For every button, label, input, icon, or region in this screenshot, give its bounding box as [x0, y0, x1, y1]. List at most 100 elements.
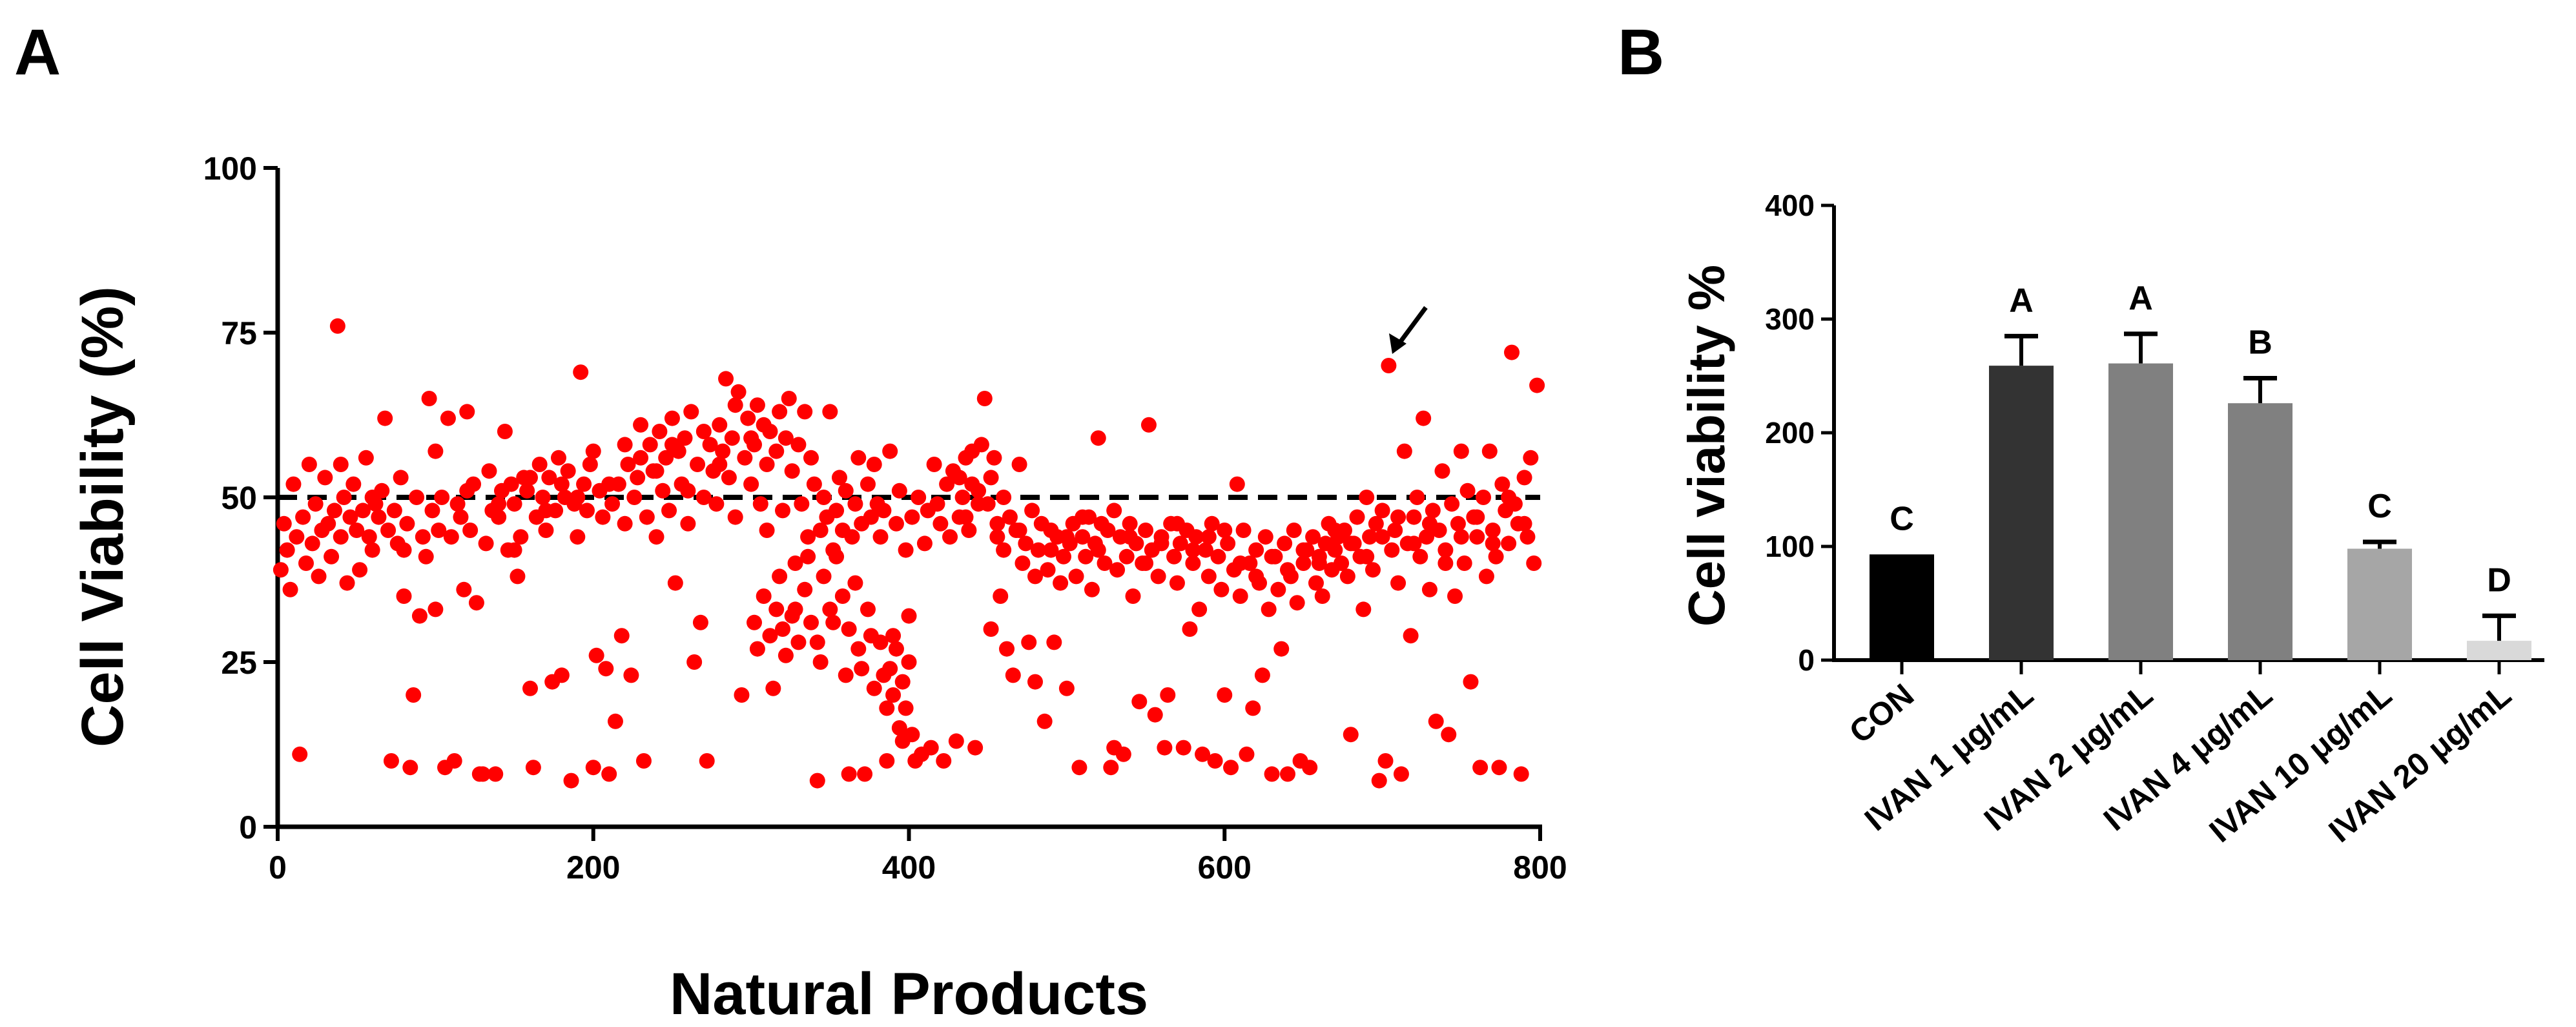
scatter-point	[535, 490, 551, 505]
scatter-point	[393, 470, 409, 486]
scatter-point	[1453, 529, 1469, 545]
scatter-point	[1359, 490, 1375, 505]
scatter-point	[1103, 760, 1119, 776]
scatter-point	[702, 437, 718, 453]
scatter-point	[1425, 503, 1441, 519]
scatter-point	[538, 523, 554, 538]
scatter-point	[364, 490, 380, 505]
scatter-point	[456, 581, 472, 597]
scatter-point	[588, 647, 604, 663]
scatter-point	[585, 443, 601, 459]
scatter-point	[421, 391, 437, 406]
scatter-point	[595, 509, 611, 525]
scatter-point	[775, 621, 790, 637]
scatter-point	[1526, 555, 1542, 571]
scatter-point	[715, 443, 731, 459]
scatter-point	[1188, 529, 1204, 545]
scatter-point	[601, 766, 617, 782]
scatter-point	[936, 753, 952, 769]
scatter-point	[601, 476, 617, 492]
scatter-point	[1494, 476, 1510, 492]
x-tick-label: 600	[1198, 849, 1252, 886]
scatter-point	[380, 523, 397, 538]
scatter-point	[712, 417, 728, 433]
scatter-point	[639, 509, 655, 525]
scatter-point	[683, 404, 699, 420]
scatter-point	[1118, 548, 1135, 565]
scatter-point	[686, 654, 703, 670]
scatter-point	[453, 509, 469, 525]
scatter-point	[790, 437, 807, 453]
scatter-point	[630, 470, 646, 486]
scatter-point	[762, 424, 778, 439]
y-tick-label: 75	[221, 315, 257, 351]
scatter-point	[652, 424, 668, 439]
scatter-point	[951, 470, 967, 486]
scatter-point	[1280, 562, 1295, 578]
scatter-point	[850, 641, 867, 657]
significance-letter: C	[1890, 500, 1914, 537]
scatter-point	[570, 490, 586, 505]
scatter-point	[440, 410, 456, 426]
scatter-point	[1160, 687, 1176, 703]
scatter-point	[396, 588, 412, 604]
scatter-point	[787, 555, 803, 571]
scatter-point	[1305, 529, 1321, 545]
scatter-point	[1200, 529, 1217, 545]
scatter-point	[784, 608, 800, 624]
scatter-point	[765, 680, 781, 696]
scatter-point	[1314, 588, 1330, 604]
scatter-point	[1078, 548, 1094, 565]
scatter-point	[1100, 523, 1116, 538]
scatter-point	[692, 614, 708, 630]
scatter-point	[775, 503, 790, 519]
scatter-point	[860, 601, 876, 617]
scatter-point	[721, 470, 737, 486]
scatter-point	[1053, 575, 1069, 591]
scatter-point	[888, 515, 904, 532]
scatter-point	[358, 450, 374, 466]
y-tick-label: 0	[1798, 643, 1815, 677]
scatter-point	[954, 490, 971, 505]
scatter-point	[1396, 443, 1412, 459]
scatter-point	[816, 490, 832, 505]
scatter-point	[1197, 542, 1213, 558]
scatter-point	[664, 410, 680, 426]
scatter-point	[1469, 509, 1485, 525]
scatter-point	[1172, 535, 1188, 552]
scatter-point	[459, 404, 475, 420]
scatter-point	[1403, 628, 1419, 644]
scatter-point	[989, 515, 1005, 532]
scatter-point	[285, 476, 302, 492]
scatter-point	[752, 496, 768, 512]
scatter-point	[740, 410, 756, 426]
scatter-point	[967, 740, 984, 756]
scatter-point	[885, 687, 902, 703]
scatter-point	[730, 384, 747, 400]
scatter-point	[1295, 555, 1312, 571]
scatter-point	[822, 404, 838, 420]
scatter-point	[1381, 358, 1397, 373]
scatter-point	[1523, 450, 1539, 466]
scatter-point	[525, 760, 541, 776]
scatter-point	[446, 753, 462, 769]
scatter-point	[1122, 529, 1138, 545]
scatter-point	[292, 746, 308, 762]
scatter-point	[635, 753, 652, 769]
scatter-point	[734, 687, 750, 703]
scatter-point	[1421, 581, 1437, 597]
scatter-point	[863, 628, 879, 644]
scatter-point	[891, 482, 907, 499]
scatter-point	[1513, 766, 1529, 782]
scatter-point	[503, 476, 519, 492]
scatter-point	[1040, 562, 1056, 578]
scatter-point	[1273, 641, 1290, 657]
scatter-point	[371, 509, 387, 525]
scatter-point	[1334, 555, 1350, 571]
scatter-point	[491, 509, 507, 525]
scatter-point	[1191, 601, 1208, 617]
scatter-point	[402, 760, 418, 776]
scatter-point	[497, 424, 513, 439]
scatter-point	[1362, 529, 1378, 545]
scatter-point	[279, 542, 295, 558]
